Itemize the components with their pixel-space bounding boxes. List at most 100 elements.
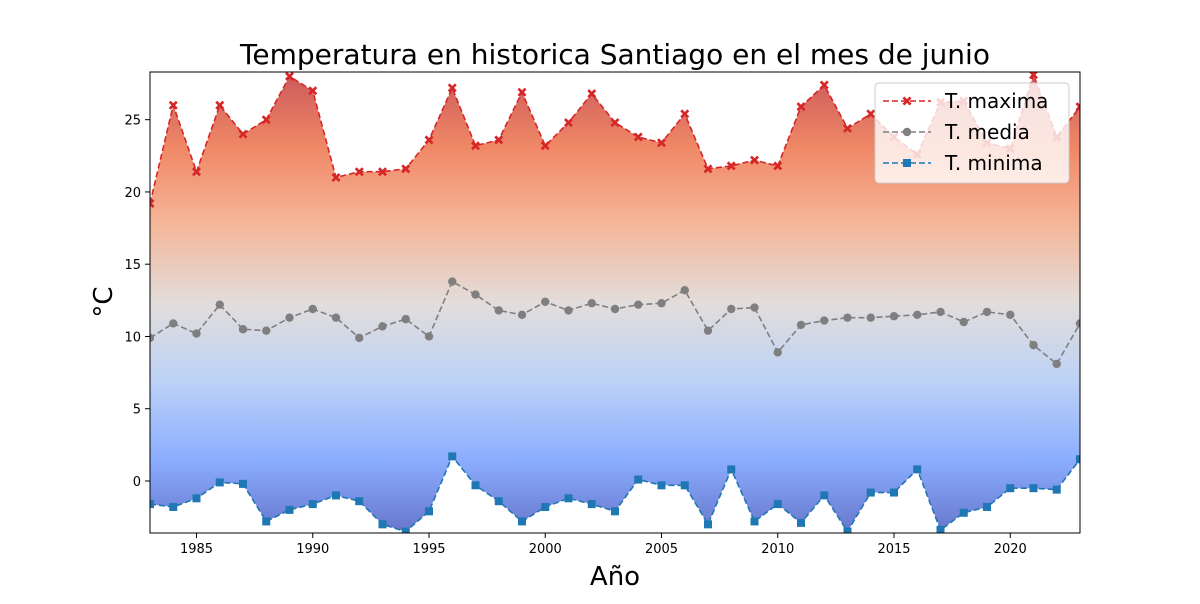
data-point-t-media (448, 277, 457, 286)
data-point-t-minima (750, 517, 759, 526)
data-point-t-maxima (308, 86, 318, 96)
data-point-t-media (1006, 310, 1015, 319)
data-point-t-media (610, 304, 620, 314)
data-point-t-maxima (378, 167, 387, 177)
data-point-t-media (401, 314, 410, 324)
data-point-t-maxima (354, 167, 364, 177)
data-point-t-maxima (1075, 102, 1080, 112)
x-axis-label: Año (590, 562, 640, 592)
data-point-t-maxima (517, 87, 527, 97)
data-point-t-minima (773, 500, 782, 509)
data-point-t-maxima (261, 115, 271, 125)
data-point-t-maxima (773, 161, 783, 171)
data-point-t-maxima (1029, 72, 1038, 80)
data-point-t-minima (355, 497, 364, 506)
data-point-t-media (192, 329, 201, 338)
fill-area (150, 74, 1080, 532)
data-point-t-media (169, 319, 178, 328)
data-point-t-minima (471, 481, 480, 490)
data-point-t-maxima (192, 167, 201, 177)
legend: T. maxima T. media T. minima (874, 82, 1070, 184)
legend-entry-t-minima: T. minima (883, 151, 1043, 175)
y-tick-label: 25 (124, 114, 141, 129)
data-point-t-minima (332, 491, 340, 500)
data-point-t-maxima (168, 100, 178, 110)
data-point-t-media (796, 320, 806, 330)
data-point-t-minima (541, 502, 550, 511)
data-point-t-media (750, 303, 759, 312)
data-point-t-minima (634, 475, 643, 484)
fill-between-area (150, 74, 1080, 532)
data-point-t-media (215, 300, 224, 309)
data-point-t-media (657, 299, 666, 308)
data-point-t-maxima (819, 80, 829, 90)
y-axis-label: °C (89, 286, 119, 317)
data-point-t-maxima (633, 132, 643, 142)
data-point-t-maxima (401, 164, 411, 174)
data-point-t-maxima (866, 109, 876, 119)
legend-label: T. maxima (944, 89, 1048, 113)
data-point-t-maxima (843, 123, 852, 133)
data-point-t-media (1075, 319, 1080, 328)
data-point-t-minima (1006, 484, 1015, 493)
series-t-media (150, 277, 1080, 369)
data-point-t-maxima (424, 135, 434, 145)
data-point-t-media (703, 326, 713, 335)
data-point-t-maxima (285, 72, 294, 81)
data-point-t-minima (239, 479, 247, 488)
x-tick-label: 2020 (994, 542, 1027, 557)
data-point-t-media (866, 313, 875, 322)
data-point-t-minima (564, 494, 573, 503)
legend-box (874, 82, 1070, 184)
data-point-t-maxima (680, 109, 690, 119)
data-point-t-media (913, 310, 922, 319)
legend-marker (902, 96, 912, 106)
data-point-t-minima (587, 500, 596, 509)
data-point-t-maxima (150, 199, 155, 209)
data-point-t-minima (378, 520, 387, 529)
data-point-t-minima (150, 500, 154, 509)
data-point-t-media (889, 312, 899, 321)
data-point-t-maxima (796, 102, 806, 112)
legend-label: T. minima (944, 151, 1043, 175)
series-t-minima (150, 452, 1080, 533)
data-point-t-minima (285, 505, 294, 514)
data-point-t-minima (611, 507, 619, 516)
data-point-t-media (424, 332, 434, 341)
data-point-t-maxima (540, 141, 550, 151)
data-point-t-maxima (238, 129, 248, 139)
data-point-t-media (262, 326, 271, 335)
data-point-t-maxima (447, 83, 457, 93)
x-tick-label: 2000 (529, 542, 562, 557)
data-point-t-media (331, 313, 341, 322)
data-point-t-media (238, 325, 248, 334)
data-point-t-maxima (750, 155, 759, 165)
data-point-t-media (355, 333, 364, 343)
data-point-t-minima (401, 527, 410, 533)
data-point-t-minima (866, 488, 875, 497)
data-point-t-minima (518, 517, 526, 526)
data-point-t-media (308, 304, 317, 314)
data-point-t-minima (448, 452, 457, 461)
data-point-t-media (517, 310, 527, 319)
data-point-t-maxima (703, 164, 713, 174)
y-tick-label: 20 (124, 186, 141, 201)
chart-title: Temperatura en historica Santiago en el … (239, 38, 990, 71)
x-tick-label: 1995 (412, 542, 445, 557)
legend-marker (903, 159, 911, 167)
data-point-t-media (564, 306, 573, 315)
data-point-t-minima (959, 508, 968, 517)
data-point-t-media (285, 313, 294, 322)
data-point-t-media (843, 313, 852, 322)
data-point-t-minima (494, 497, 503, 506)
data-point-t-media (150, 333, 155, 343)
data-point-t-media (982, 307, 992, 317)
data-point-t-media (494, 306, 503, 315)
x-tick-label: 1990 (296, 542, 329, 557)
data-point-t-media (378, 322, 387, 331)
data-point-t-media (1052, 359, 1061, 369)
data-point-t-minima (843, 527, 852, 533)
data-point-t-media (727, 304, 736, 314)
